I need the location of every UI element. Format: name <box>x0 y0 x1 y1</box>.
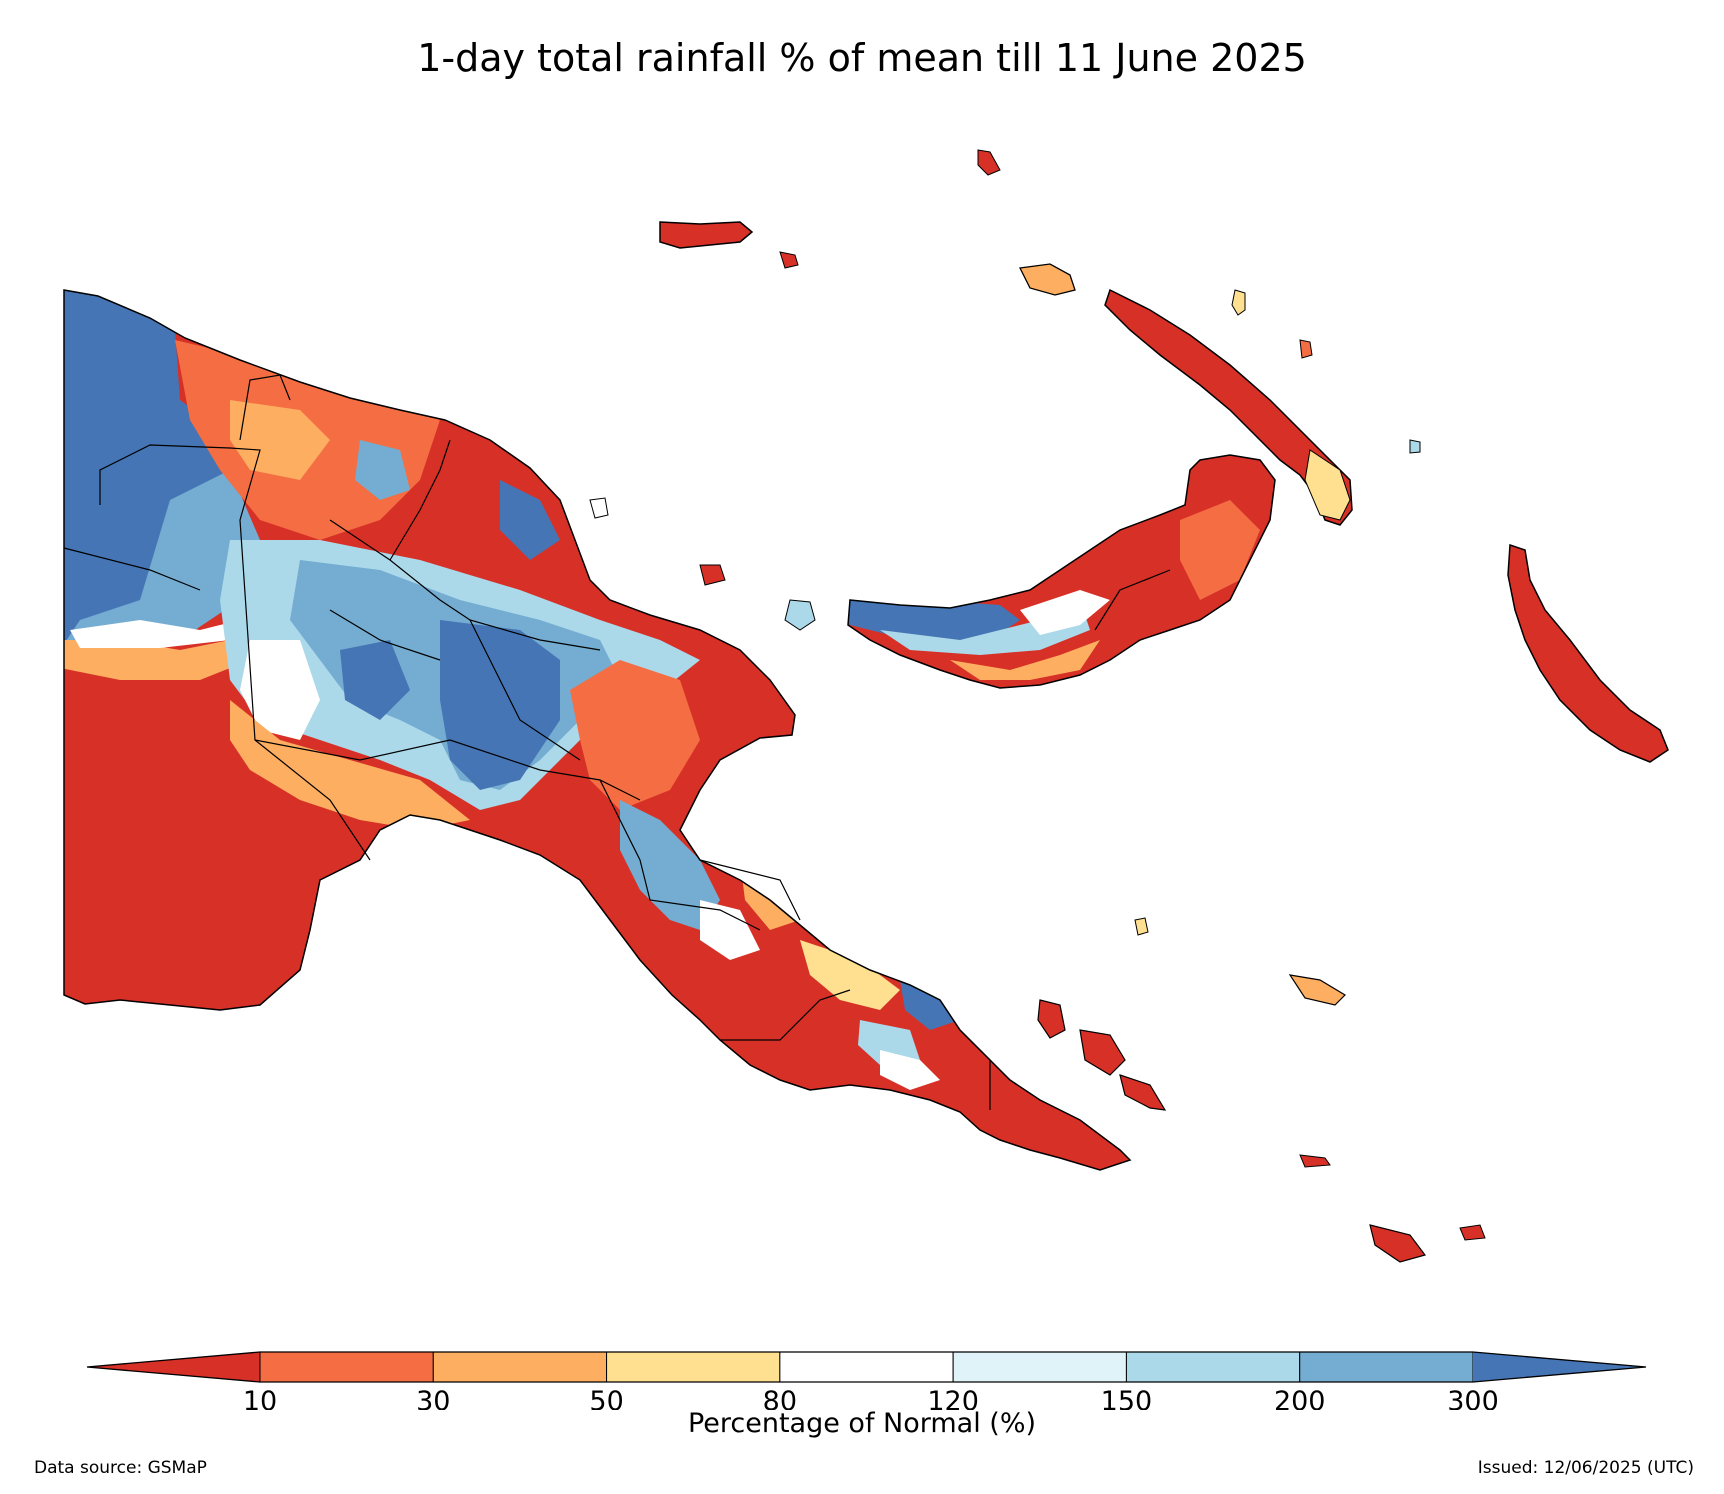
central-light <box>800 940 900 1010</box>
owen-stanley-wet <box>620 800 720 930</box>
nb-moderate-zone <box>880 600 1090 655</box>
highlands-core-west <box>340 640 410 720</box>
sepik-wet-pocket <box>500 480 560 560</box>
colorbar-segment <box>952 1351 1127 1383</box>
new-hanover <box>1019 263 1076 296</box>
colorbar-tick-label: 30 <box>416 1386 450 1410</box>
nb-normal-band <box>1020 590 1110 635</box>
owen-stanley-normal <box>700 900 760 960</box>
nw-normal-band <box>70 620 240 648</box>
colorbar-segment <box>1299 1351 1474 1383</box>
manus-island <box>659 221 799 269</box>
north-light-zone <box>230 400 330 480</box>
highlands-east-dry <box>570 660 700 810</box>
colorbar-tick-label: 120 <box>927 1386 979 1410</box>
east-ridge-normal <box>880 1050 940 1090</box>
colorbar-tick-label: 10 <box>243 1386 277 1410</box>
milne-bay-islands <box>1037 917 1486 1263</box>
colorbar-segment <box>259 1351 434 1383</box>
colorbar-segment <box>432 1351 608 1383</box>
northern-atolls <box>589 149 1421 631</box>
colorbar-extend-low <box>87 1352 260 1382</box>
highlands-core <box>440 620 560 790</box>
colorbar-outline <box>86 1351 1647 1383</box>
map-title: 1-day total rainfall % of mean till 11 J… <box>417 36 1307 80</box>
sepik-dry-pocket <box>460 530 520 590</box>
east-ridge-wet <box>900 980 960 1030</box>
provincial-borders <box>63 374 991 1110</box>
highlands-edge <box>230 700 470 830</box>
bougainville-island <box>1507 543 1669 763</box>
nb-east-dry <box>1180 500 1260 600</box>
colorbar-tick-label: 150 <box>1101 1386 1153 1410</box>
colorbar-tick-label: 200 <box>1274 1386 1326 1410</box>
highlands-normal <box>240 640 320 740</box>
mainland-island <box>63 289 1132 1171</box>
colorbar-segment <box>779 1351 954 1383</box>
colorbar-tick-label: 300 <box>1447 1386 1499 1410</box>
new-britain-island <box>847 454 1276 689</box>
nw-moderate-zone <box>64 470 260 660</box>
colorbar: 10 30 50 80 120 150 200 300 <box>86 1351 1647 1410</box>
new-ireland-island <box>1019 263 1353 526</box>
colorbar-label: Percentage of Normal (%) <box>687 1408 1037 1439</box>
rainfall-map <box>63 149 1669 1263</box>
colorbar-segment <box>1125 1351 1301 1383</box>
new-ireland-light <box>1304 449 1351 521</box>
nb-south-light <box>950 640 1100 680</box>
north-wet-pocket <box>355 440 410 500</box>
mainland-coastline <box>63 289 1132 1171</box>
colorbar-tick-label: 80 <box>763 1386 797 1410</box>
colorbar-segment <box>606 1351 781 1383</box>
east-ridge-moderate <box>858 1020 920 1065</box>
issued-date-note: Issued: 12/06/2025 (UTC) <box>1477 1458 1694 1478</box>
data-source-note: Data source: GSMaP <box>34 1458 207 1478</box>
nw-transition <box>64 640 250 680</box>
colorbar-extend-high <box>1473 1352 1646 1382</box>
colorbar-tick-label: 50 <box>589 1386 623 1410</box>
